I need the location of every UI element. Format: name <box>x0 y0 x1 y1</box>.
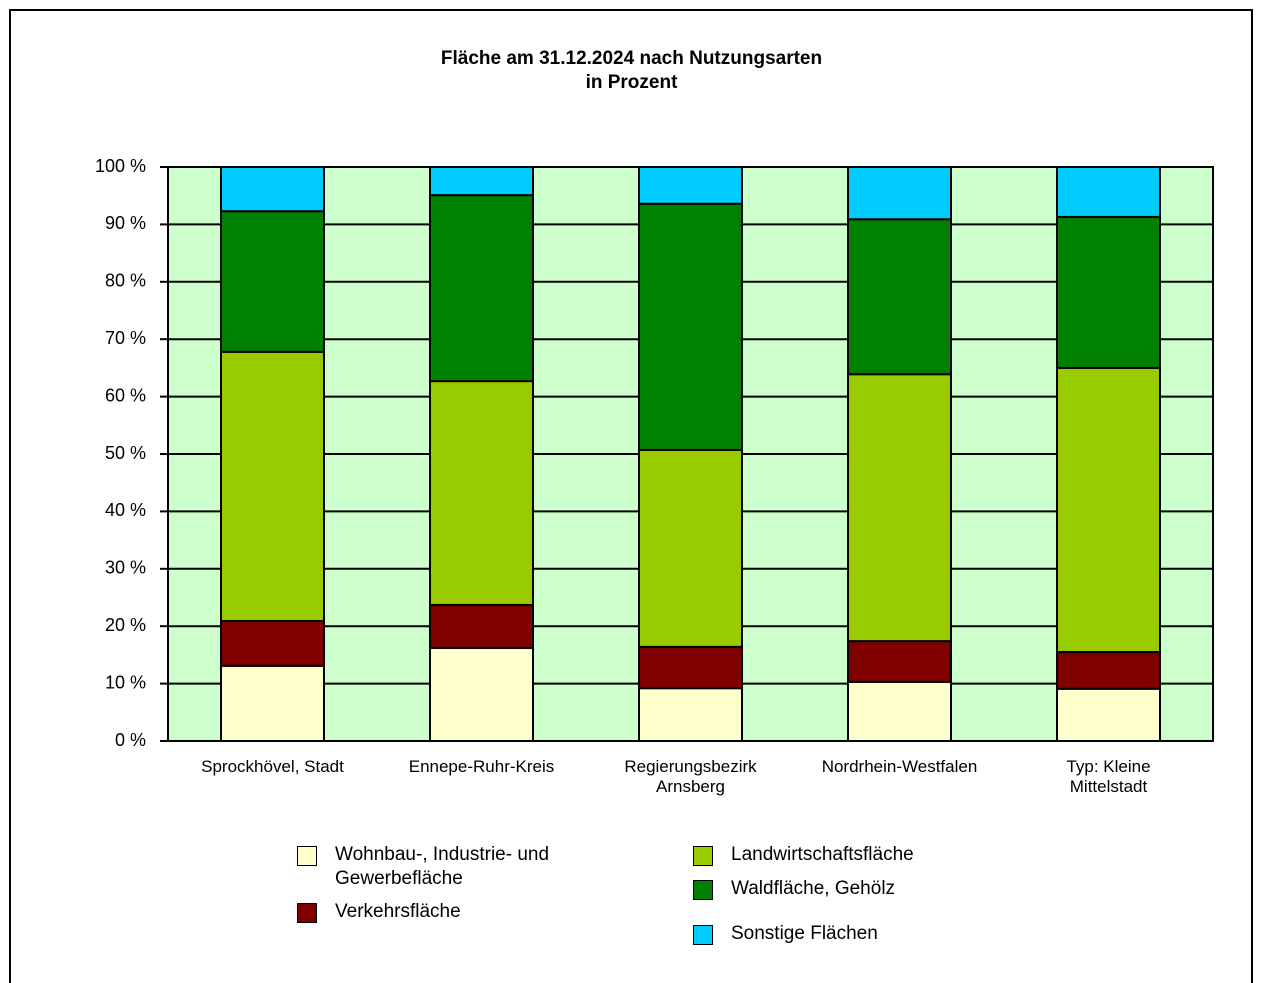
bar-segment <box>220 166 325 213</box>
x-tick-label: Sprockhövel, Stadt <box>201 757 344 776</box>
bar-segment <box>847 166 952 221</box>
y-tick-label: 60 % <box>105 385 146 405</box>
legend-swatch <box>297 846 317 866</box>
legend-swatch <box>693 846 713 866</box>
y-tick-label: 80 % <box>105 271 146 291</box>
y-tick-label: 30 % <box>105 558 146 578</box>
bar-segment <box>429 166 534 197</box>
y-tick-label: 20 % <box>105 615 146 635</box>
bar-segment <box>429 194 534 383</box>
bar-segment <box>638 645 743 690</box>
legend-swatch <box>693 925 713 945</box>
bar-segment <box>1056 651 1161 690</box>
bar-segment <box>1056 166 1161 218</box>
bar-segment <box>847 680 952 742</box>
bar-segment <box>1056 215 1161 369</box>
x-tick-label: Regierungsbezirk Arnsberg <box>624 757 757 796</box>
legend-label: Landwirtschaftsfläche <box>731 844 914 865</box>
y-tick-label: 70 % <box>105 328 146 348</box>
x-tick-label: Nordrhein-Westfalen <box>821 757 978 776</box>
bar-segment <box>847 218 952 376</box>
bar-segment <box>220 210 325 353</box>
bar-segment <box>429 603 534 650</box>
y-tick-label: 50 % <box>105 443 146 463</box>
bar-segment <box>1056 366 1161 654</box>
chart-frame <box>9 9 1253 983</box>
bar-segment <box>638 448 743 648</box>
y-tick-label: 90 % <box>105 213 146 233</box>
bar-segment <box>847 373 952 643</box>
y-tick-label: 40 % <box>105 500 146 520</box>
bar-segment <box>429 380 534 606</box>
legend-swatch <box>693 880 713 900</box>
plot-border <box>167 166 1214 742</box>
legend-label: Waldfläche, Gehölz <box>731 878 896 899</box>
y-tick-label: 10 % <box>105 672 146 692</box>
bar-segment <box>638 687 743 743</box>
bar-segment <box>429 647 534 743</box>
x-tick-label: Typ: Kleine Mittelstadt <box>1066 757 1151 796</box>
legend-label: Wohnbau-, Industrie- und Gewerbefläche <box>335 844 550 889</box>
bar-segment <box>220 620 325 667</box>
legend-label: Sonstige Flächen <box>731 923 878 944</box>
y-tick-label: 0 % <box>115 730 146 750</box>
x-tick-label: Ennepe-Ruhr-Kreis <box>408 757 555 776</box>
chart-title: Fläche am 31.12.2024 nach Nutzungsarten … <box>440 48 823 93</box>
bar-segment <box>638 166 743 205</box>
bar-segment <box>847 640 952 683</box>
bar-segment <box>220 664 325 743</box>
bar-segment <box>638 202 743 451</box>
legend-label: Verkehrsfläche <box>335 901 461 922</box>
bar-segment <box>220 350 325 623</box>
y-tick-label: 100 % <box>95 156 146 176</box>
bar-segment <box>1056 687 1161 742</box>
legend-swatch <box>297 903 317 923</box>
